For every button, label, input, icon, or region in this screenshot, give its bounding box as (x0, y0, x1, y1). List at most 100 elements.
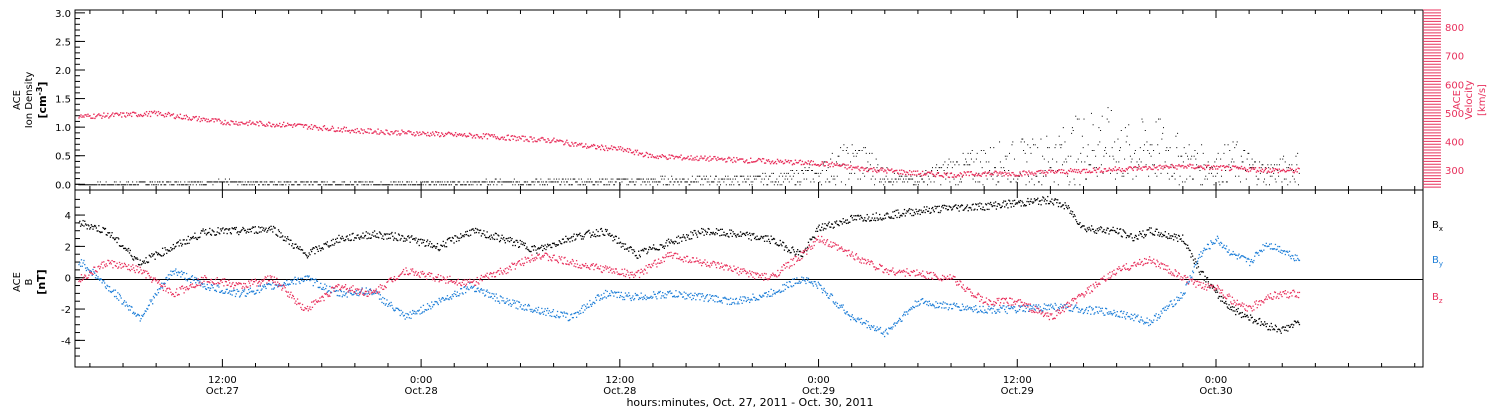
velocity-point (485, 133, 488, 135)
velocity-point (964, 172, 967, 174)
bx-point (1247, 316, 1249, 318)
density-point (655, 181, 657, 183)
bx-point (1093, 230, 1095, 233)
density-point (1060, 147, 1062, 149)
density-point (431, 181, 433, 183)
bx-point (868, 216, 870, 218)
by-point (176, 271, 178, 274)
velocity-point (735, 161, 737, 163)
density-point (309, 184, 311, 186)
bx-point (200, 230, 203, 232)
density-point (815, 172, 817, 174)
density-point (770, 181, 772, 183)
density-point (557, 181, 559, 183)
density-point (935, 167, 937, 169)
density-point (1184, 181, 1186, 183)
bx-point (509, 236, 512, 239)
velocity-point (129, 112, 132, 114)
bx-point (448, 237, 450, 240)
by-point (160, 286, 162, 289)
bx-point (278, 230, 280, 233)
bx-point (270, 225, 272, 227)
by-point (458, 295, 460, 297)
bx-point (724, 235, 727, 237)
bx-point (815, 230, 817, 233)
density-point (1110, 172, 1112, 174)
bx-point (242, 226, 244, 229)
bx-point (1070, 210, 1072, 212)
bx-point (714, 234, 716, 236)
by-point (465, 288, 468, 290)
density-point (1045, 175, 1047, 177)
density-point (677, 181, 679, 183)
density-point (179, 184, 181, 186)
by-point (85, 269, 88, 272)
velocity-point (847, 164, 849, 166)
bx-point (698, 232, 700, 234)
bx-point (1132, 240, 1134, 242)
velocity-point (819, 164, 821, 167)
velocity-point (1073, 168, 1076, 171)
density-point (115, 181, 117, 183)
bx-point (978, 205, 980, 207)
velocity-point (283, 125, 286, 128)
velocity-point (397, 130, 399, 132)
velocity-point (824, 165, 826, 167)
bx-point (277, 235, 279, 237)
bx-point (1047, 202, 1050, 205)
velocity-point (913, 174, 916, 176)
bx-point (392, 239, 395, 241)
velocity-point (1271, 170, 1274, 173)
density-point (831, 152, 833, 154)
velocity-point (679, 156, 681, 159)
velocity-point (715, 158, 717, 160)
velocity-point (243, 123, 245, 125)
velocity-point (1210, 167, 1212, 170)
by-point (265, 287, 267, 290)
bx-point (828, 221, 830, 223)
density-point (420, 181, 422, 183)
bx-point (105, 233, 107, 236)
velocity-point (247, 124, 249, 127)
density-point (1140, 161, 1142, 163)
bx-point (246, 230, 248, 233)
bx-point (820, 229, 822, 232)
velocity-point (217, 118, 219, 121)
velocity-point (110, 115, 112, 117)
density-point (880, 181, 882, 183)
bx-point (282, 235, 284, 237)
bx-point (374, 235, 377, 237)
bx-point (1280, 332, 1282, 334)
bx-point (1127, 235, 1129, 237)
velocity-point (99, 114, 101, 117)
velocity-point (816, 164, 818, 166)
density-point (1220, 158, 1222, 160)
density-point (257, 184, 259, 186)
velocity-point (628, 148, 631, 150)
bx-point (1128, 236, 1130, 238)
bx-point (953, 205, 955, 208)
density-point (836, 175, 838, 177)
density-point (498, 181, 500, 183)
velocity-point (209, 120, 211, 122)
density-point (109, 184, 111, 186)
velocity-point (1124, 170, 1126, 173)
velocity-point (831, 161, 833, 164)
density-point (439, 184, 441, 186)
density-point (972, 178, 974, 180)
by-point (177, 271, 179, 273)
velocity-point (465, 136, 468, 138)
density-point (330, 184, 332, 186)
density-point (1279, 158, 1281, 160)
velocity-point (1144, 165, 1146, 168)
density-point (1042, 175, 1044, 177)
density-point (804, 167, 806, 169)
density-point (351, 184, 353, 186)
by-point (419, 313, 421, 315)
bx-point (844, 221, 846, 223)
bx-point (712, 231, 714, 234)
bx-point (375, 236, 377, 238)
density-point (1004, 170, 1006, 171)
density-point (245, 184, 247, 186)
bx-point (607, 233, 609, 235)
